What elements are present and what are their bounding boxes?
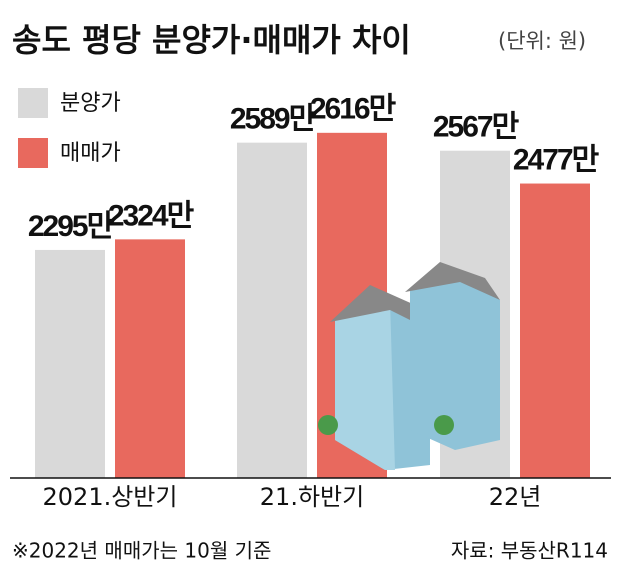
building-illustration [318,262,500,470]
legend-swatch [18,138,48,168]
legend-swatch [18,88,48,118]
x-tick-label: 22년 [489,483,542,511]
legend-label: 매매가 [60,141,121,166]
chart-title: 송도 평당 분양가·매매가 차이 [12,21,411,59]
bar [115,239,185,478]
data-label: 2477만 [513,143,600,176]
bar [237,142,307,478]
bar [520,183,590,478]
bar [35,249,105,478]
legend-label: 분양가 [60,91,121,116]
chart-subtitle: (단위: 원) [498,29,586,53]
data-label: 2589만 [230,103,317,136]
x-tick-label: 21.하반기 [260,483,364,511]
footnote: ※2022년 매매가는 10월 기준 [12,539,271,563]
data-label: 2324만 [108,199,195,232]
data-label: 2295만 [28,210,115,243]
x-tick-label: 2021.상반기 [43,483,178,511]
data-label: 2567만 [433,111,520,144]
data-label: 2616만 [310,93,397,126]
source: 자료: 부동산R114 [451,539,608,563]
